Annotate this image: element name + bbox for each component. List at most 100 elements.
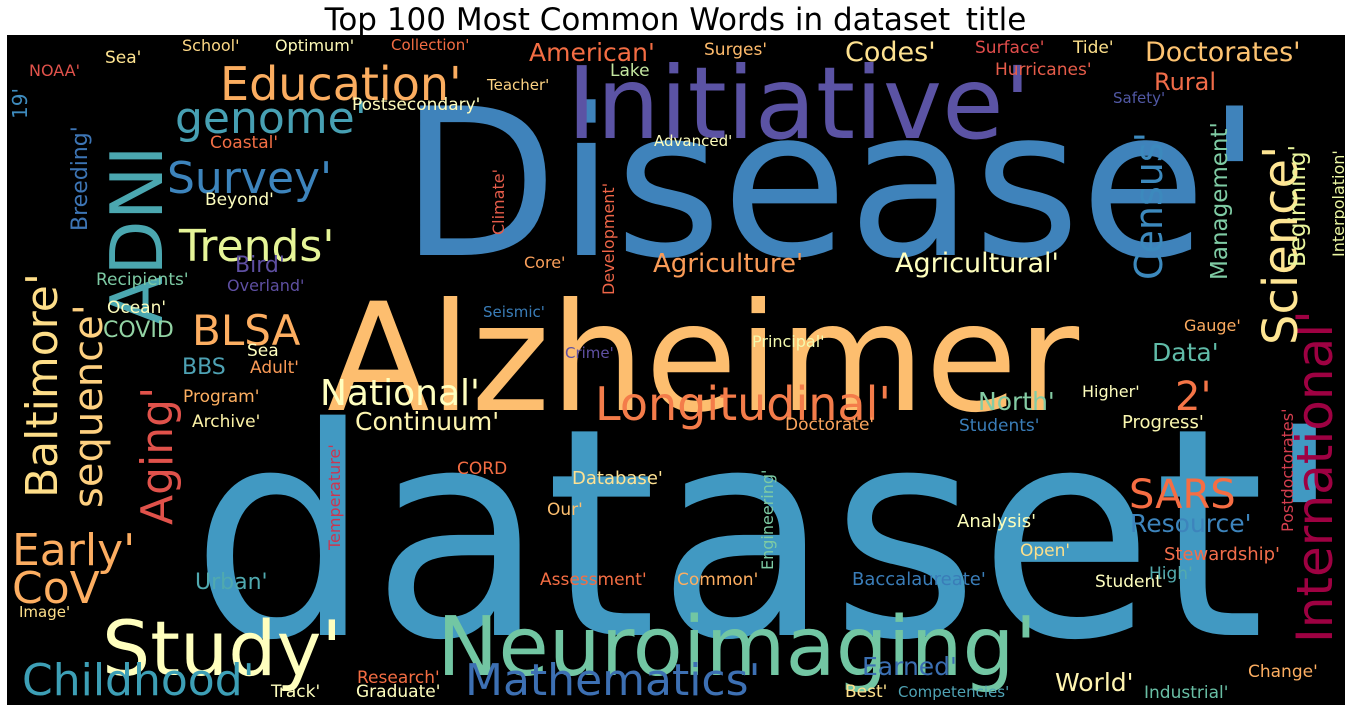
word-world: World' [1055,668,1134,697]
word-longitudinal: Longitudinal' [595,377,891,431]
word-higher: Higher' [1082,382,1140,401]
word-noaa: NOAA' [29,61,80,80]
word-census: Census' [1127,132,1171,280]
word-rural: Rural [1154,68,1216,96]
word-coastal: Coastal' [210,133,278,153]
word-surges: Surges' [704,40,767,60]
word-optimum: Optimum' [275,36,354,55]
word-cov: CoV [12,563,100,614]
word-industrial: Industrial' [1144,683,1228,703]
word-school: School' [182,36,240,55]
word-genome: genome' [175,93,367,144]
word-interpolation: Interpolation' [1329,150,1345,257]
word-competencies: Competencies' [898,683,1009,701]
word-national: National' [320,373,480,414]
word-sequence: sequence' [66,304,112,508]
word-graduate: Graduate' [356,682,440,702]
word-bird: Bird' [235,253,285,278]
word-aging: Aging' [132,387,183,525]
word-data: Data' [1152,338,1219,367]
word-bbs: BBS [182,355,226,380]
word-hurricanes: Hurricanes' [995,60,1092,80]
word-baccalaureate: Baccalaureate' [852,569,986,590]
word-sea: Sea' [105,48,141,68]
word-engineering: Engineering' [758,470,777,570]
word-program: Program' [183,387,259,407]
word-beyond: Beyond' [205,190,274,210]
word-teacher: Teacher' [486,76,549,94]
word-temperature: Temperature' [325,444,344,551]
word-doctorates: Doctorates' [1145,37,1301,68]
word-high: High' [1149,564,1193,584]
word-science: Science' [1253,146,1309,345]
word-assessment: Assessment' [540,570,647,590]
word-alzheimer: Alzheimer [327,272,1079,446]
word-archive: Archive' [192,412,260,432]
word-cord: CORD [457,459,507,479]
word-postdoctorates: Postdoctorates' [1278,408,1297,532]
word-cloud-canvas: dataset' Disease'Alzheimer Initiative' Neur… [8,36,1345,705]
word-open: Open' [1020,541,1070,561]
word-overland: Overland' [227,276,304,295]
word-stewardship: Stewardship' [1164,544,1280,565]
word-education: Education' [220,57,462,111]
word-2: 2' [1175,374,1211,420]
word-climate: Climate' [489,169,508,235]
word-students: Students' [959,416,1039,436]
word-gauge: Gauge' [1184,316,1241,335]
word-earned: Earned' [862,652,957,681]
word-student: Student' [1095,572,1167,592]
word-blsa: BLSA [192,306,301,355]
word-covid: COVID [103,318,174,343]
word-sars: SARS [1129,472,1236,518]
word-doctorate: Doctorate' [785,415,874,435]
word-recipients: Recipients' [96,270,189,290]
chart-title: Top 100 Most Common Words in dataset_tit… [324,2,1027,38]
word-track: Track' [270,682,320,702]
word-development: Development' [599,183,618,295]
word-change: Change' [1248,662,1318,682]
word-american: American' [529,38,655,67]
word-codes: Codes' [845,37,936,68]
word-seismic: Seismic' [483,303,545,321]
word-trends: Trends' [178,221,334,272]
word-safety: Safety' [1113,89,1165,107]
word-agricultural: Agricultural' [895,248,1059,279]
word-adult: Adult' [250,358,299,378]
word-lake: Lake [610,61,650,81]
word-neuroimaging: Neuroimaging' [437,600,1037,695]
word-best: Best' [845,682,887,702]
word-initiative: Initiative' [567,45,1031,162]
word-survey: Survey' [167,153,332,204]
word-analysis: Analysis' [957,511,1036,532]
word-core: Core' [524,253,565,272]
word-research: Research' [357,668,440,688]
word-resource: Resource' [1130,509,1252,538]
word-childhood: Childhood' [22,655,255,705]
word-disease: Disease' [400,66,1263,304]
word-progress: Progress' [1122,412,1204,433]
word-sea: Sea [247,341,279,361]
word-our: Our' [547,500,583,520]
word-collection: Collection' [391,36,469,54]
word-surface: Surface' [975,38,1044,58]
word-north: North' [978,387,1055,416]
word-database: Database' [572,468,663,489]
word-international: International' [1286,310,1344,643]
word-beginning: Beginning' [1285,145,1311,267]
word-crime: Crime' [565,344,614,362]
word-cloud: dataset' Disease' Alzheimer Initiative' Neur… [7,35,1345,705]
word-study: Study' [102,604,342,693]
word-breeding: Breeding' [68,126,93,231]
word-image: Image' [19,603,70,621]
word-urban: Urban' [195,570,268,595]
word-advanced: Advanced' [654,132,732,150]
word-baltimore: Baltimore' [17,273,68,498]
word-adni: ADNI [95,145,179,325]
word-early: Early' [12,525,135,576]
word-management: Management' [1207,122,1233,280]
word-tide: Tide' [1072,38,1114,58]
word-continuum: Continuum' [355,407,499,436]
word-common: Common' [677,570,758,590]
word-mathematics: Mathematics' [465,655,761,705]
